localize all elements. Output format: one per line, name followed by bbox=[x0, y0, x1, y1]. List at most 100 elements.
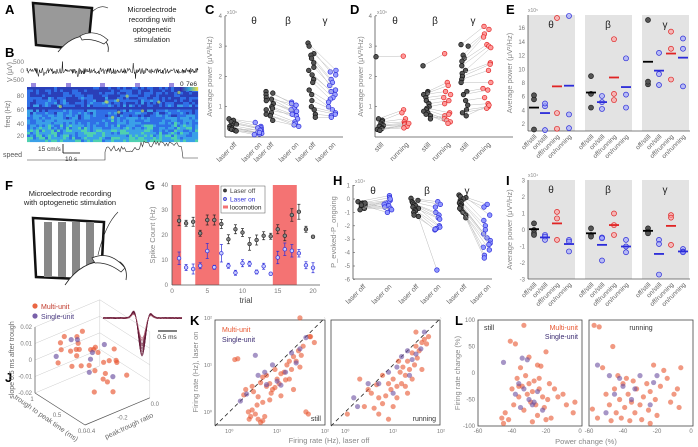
data-point bbox=[668, 28, 674, 35]
data-point-multi-unit bbox=[543, 349, 549, 355]
data-point bbox=[542, 100, 548, 107]
spectrogram-cell bbox=[36, 129, 40, 133]
data-point-multi-unit bbox=[305, 411, 311, 417]
spectrogram-cell bbox=[153, 104, 157, 108]
spectrogram-cell bbox=[36, 112, 40, 115]
spectrogram-cell bbox=[72, 117, 76, 120]
data-point-running bbox=[447, 91, 454, 98]
spectrogram-cell bbox=[42, 107, 46, 110]
3d-grid-line bbox=[99, 349, 150, 382]
spectrogram-cell bbox=[177, 102, 181, 105]
spectrogram-cell bbox=[75, 124, 79, 128]
panel-label-a: A bbox=[5, 2, 15, 17]
spectrogram-cell bbox=[75, 87, 79, 90]
spectrogram-cell bbox=[33, 137, 37, 140]
data-point-single-unit bbox=[252, 352, 258, 358]
spectrogram-cell bbox=[120, 102, 124, 105]
spectrogram-cell bbox=[186, 94, 190, 98]
spectrogram-cell bbox=[90, 109, 94, 113]
data-point-laser-on bbox=[289, 248, 295, 253]
data-point-single-unit bbox=[531, 399, 537, 405]
spectrogram-cell bbox=[63, 129, 67, 133]
spectrogram-cell bbox=[123, 114, 127, 118]
spectrogram-cell bbox=[36, 87, 40, 90]
spectrogram-cell bbox=[33, 132, 37, 135]
waveform-trace bbox=[102, 312, 183, 351]
spectrogram-cell bbox=[168, 109, 172, 113]
spectrogram-cell bbox=[189, 99, 193, 103]
x-tick-label: 10² bbox=[321, 429, 329, 435]
spectrogram-cell bbox=[150, 132, 154, 135]
spectrogram-cell bbox=[156, 124, 160, 128]
spectrogram-cell bbox=[51, 122, 55, 125]
grating-bar bbox=[58, 222, 66, 277]
panel-label-g: G bbox=[145, 178, 155, 193]
spectrogram-cell bbox=[87, 132, 91, 135]
spectrogram-cell bbox=[165, 102, 169, 105]
spectrogram-cell bbox=[108, 89, 112, 93]
data-point-laser-on bbox=[212, 265, 217, 270]
spectrogram-cell bbox=[57, 107, 61, 110]
data-point-multi-unit bbox=[297, 315, 303, 321]
spectrogram-cell bbox=[165, 139, 169, 143]
data-point-multi-unit bbox=[298, 352, 304, 358]
spectrogram-cell bbox=[159, 132, 163, 135]
spectrogram-cell bbox=[117, 107, 121, 110]
time-scale-label: 10 s bbox=[65, 156, 78, 163]
spectrogram-cell bbox=[108, 104, 112, 108]
spectrogram-cell bbox=[168, 122, 172, 125]
spectrogram-cell bbox=[171, 92, 175, 95]
spectrogram-cell bbox=[162, 119, 166, 123]
laser-pulse-marker bbox=[66, 83, 71, 87]
data-point-running bbox=[445, 120, 451, 127]
spectrogram-cell bbox=[129, 94, 133, 98]
pair-connector bbox=[463, 198, 485, 221]
spectrogram-cell bbox=[126, 97, 130, 100]
spectrogram-cell bbox=[78, 124, 82, 128]
data-point-laser-on bbox=[432, 204, 439, 210]
spectrogram-cell bbox=[111, 134, 115, 138]
spectrogram-cell bbox=[114, 132, 118, 135]
data-point-still bbox=[427, 116, 434, 122]
data-point bbox=[623, 91, 629, 98]
spectrogram-cell bbox=[36, 92, 40, 95]
spectrogram-cell bbox=[99, 134, 103, 138]
spectrogram-cell bbox=[168, 124, 172, 128]
spectrogram-cell bbox=[48, 94, 52, 98]
spectrogram-cell bbox=[39, 132, 43, 135]
spectrogram-cell bbox=[126, 129, 130, 133]
spectrogram-cell bbox=[138, 94, 142, 98]
spectrogram-cell bbox=[192, 102, 196, 105]
spectrogram-cell bbox=[147, 104, 151, 108]
data-point-multi-unit bbox=[529, 388, 536, 395]
data-point-multi-unit bbox=[617, 396, 623, 403]
waveform-inset bbox=[102, 310, 183, 357]
spectrogram-cell bbox=[168, 97, 172, 100]
spectrogram-cell bbox=[48, 114, 52, 118]
spectrogram-cell bbox=[60, 107, 64, 110]
pair-connector bbox=[380, 121, 405, 124]
spectrogram-cell bbox=[36, 124, 40, 128]
spectrogram-cell bbox=[108, 92, 112, 95]
spectrogram-cell bbox=[45, 122, 49, 125]
data-point-laser-off bbox=[306, 67, 312, 73]
spectrogram-cell bbox=[33, 94, 37, 98]
spectrogram-cell bbox=[138, 89, 142, 93]
data-point-multi-unit bbox=[668, 399, 674, 405]
spectrogram-cell bbox=[60, 94, 64, 98]
spectrogram-cell bbox=[78, 104, 82, 108]
spectrogram-cell bbox=[162, 87, 166, 90]
data-point-still bbox=[465, 102, 471, 108]
spectrogram-cell bbox=[117, 132, 121, 135]
data-point-multi-unit bbox=[637, 402, 643, 408]
spectrogram-cell bbox=[186, 107, 190, 110]
spectrogram-cell bbox=[174, 132, 178, 135]
spectrogram-cell bbox=[87, 129, 91, 133]
spectrogram-cell bbox=[39, 127, 43, 130]
spectrogram-cell bbox=[150, 134, 154, 138]
data-point-single-unit bbox=[87, 356, 94, 362]
spectrogram-cell bbox=[174, 107, 178, 110]
data-point-multi-unit bbox=[390, 403, 396, 410]
data-point-laser-on bbox=[205, 248, 210, 254]
spectrogram-cell bbox=[90, 114, 94, 118]
